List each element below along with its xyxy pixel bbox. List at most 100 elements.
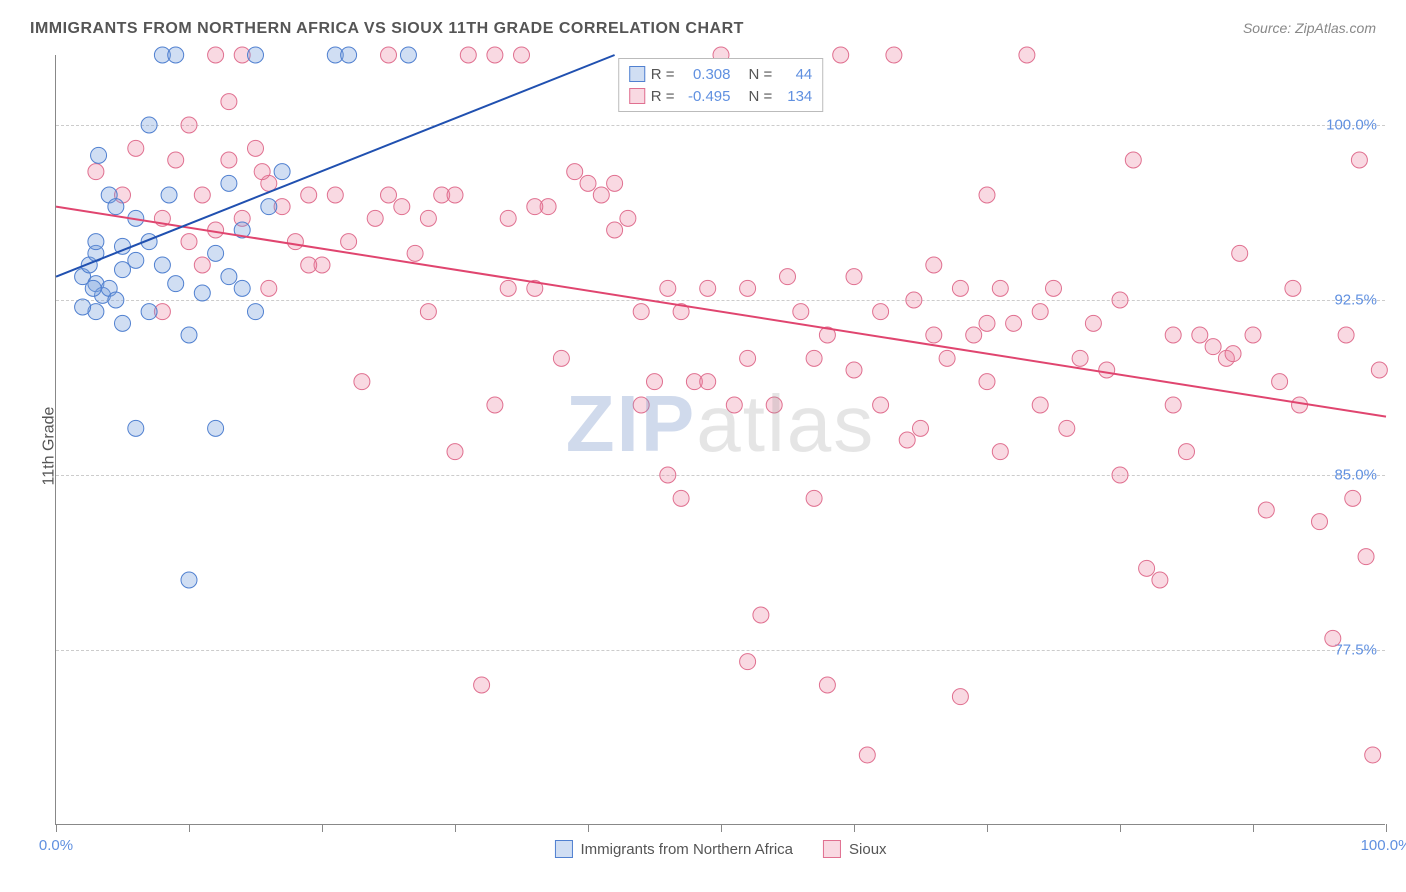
data-point-b	[88, 164, 104, 180]
data-point-b	[1165, 397, 1181, 413]
data-point-b	[1006, 315, 1022, 331]
data-point-b	[1032, 397, 1048, 413]
data-point-b	[181, 234, 197, 250]
data-point-b	[899, 432, 915, 448]
data-point-b	[633, 397, 649, 413]
data-point-a	[208, 245, 224, 261]
data-point-b	[992, 280, 1008, 296]
data-point-b	[580, 175, 596, 191]
data-point-b	[1272, 374, 1288, 390]
n-label: N =	[749, 66, 773, 83]
n-value: 134	[778, 88, 812, 105]
data-point-a	[141, 117, 157, 133]
regression-line-a	[56, 55, 615, 277]
data-point-b	[647, 374, 663, 390]
legend-item: Immigrants from Northern Africa	[554, 840, 793, 858]
data-point-b	[906, 292, 922, 308]
data-point-b	[474, 677, 490, 693]
chart-canvas	[56, 55, 1385, 824]
legend-stats-row: R =0.308N =44	[629, 63, 813, 85]
data-point-b	[1192, 327, 1208, 343]
data-point-b	[873, 397, 889, 413]
data-point-b	[607, 175, 623, 191]
data-point-b	[381, 47, 397, 63]
data-point-a	[181, 572, 197, 588]
legend-label: Sioux	[849, 841, 887, 858]
data-point-b	[301, 257, 317, 273]
data-point-b	[1019, 47, 1035, 63]
data-point-b	[248, 140, 264, 156]
x-tick	[455, 824, 456, 832]
data-point-b	[381, 187, 397, 203]
data-point-b	[447, 187, 463, 203]
data-point-b	[806, 350, 822, 366]
legend-swatch	[629, 66, 645, 82]
source-attribution: Source: ZipAtlas.com	[1243, 20, 1376, 36]
data-point-b	[886, 47, 902, 63]
data-point-b	[660, 467, 676, 483]
data-point-a	[341, 47, 357, 63]
data-point-b	[633, 304, 649, 320]
data-point-b	[1179, 444, 1195, 460]
data-point-b	[460, 47, 476, 63]
data-point-b	[766, 397, 782, 413]
data-point-b	[567, 164, 583, 180]
data-point-b	[1345, 490, 1361, 506]
r-label: R =	[651, 88, 675, 105]
data-point-b	[1365, 747, 1381, 763]
data-point-b	[1358, 549, 1374, 565]
data-point-b	[420, 210, 436, 226]
data-point-b	[913, 420, 929, 436]
data-point-b	[420, 304, 436, 320]
correlation-legend-box: R =0.308N =44R =-0.495N =134	[618, 58, 824, 112]
data-point-a	[161, 187, 177, 203]
x-tick	[322, 824, 323, 832]
data-point-b	[221, 152, 237, 168]
data-point-b	[1325, 630, 1341, 646]
data-point-b	[593, 187, 609, 203]
data-point-b	[1312, 514, 1328, 530]
data-point-a	[128, 252, 144, 268]
data-point-b	[1072, 350, 1088, 366]
data-point-a	[88, 234, 104, 250]
data-point-b	[966, 327, 982, 343]
x-tick	[1386, 824, 1387, 832]
data-point-b	[1085, 315, 1101, 331]
data-point-b	[1351, 152, 1367, 168]
data-point-b	[407, 245, 423, 261]
legend-stats-row: R =-0.495N =134	[629, 85, 813, 107]
data-point-b	[1112, 467, 1128, 483]
data-point-b	[620, 210, 636, 226]
data-point-b	[1152, 572, 1168, 588]
data-point-a	[154, 257, 170, 273]
x-tick	[721, 824, 722, 832]
x-tick-label: 0.0%	[39, 837, 73, 854]
x-tick	[1253, 824, 1254, 832]
data-point-b	[1245, 327, 1261, 343]
data-point-b	[926, 257, 942, 273]
data-point-b	[208, 47, 224, 63]
data-point-b	[952, 280, 968, 296]
legend-swatch	[629, 88, 645, 104]
data-point-a	[181, 327, 197, 343]
data-point-b	[394, 199, 410, 215]
data-point-b	[1046, 280, 1062, 296]
data-point-b	[287, 234, 303, 250]
data-point-b	[992, 444, 1008, 460]
data-point-b	[553, 350, 569, 366]
data-point-b	[254, 164, 270, 180]
data-point-b	[833, 47, 849, 63]
data-point-b	[1059, 420, 1075, 436]
data-point-a	[75, 299, 91, 315]
legend-swatch	[554, 840, 572, 858]
data-point-b	[500, 210, 516, 226]
data-point-a	[115, 262, 131, 278]
data-point-b	[1371, 362, 1387, 378]
data-point-a	[91, 147, 107, 163]
data-point-b	[367, 210, 383, 226]
data-point-a	[248, 47, 264, 63]
data-point-a	[221, 269, 237, 285]
n-value: 44	[778, 66, 812, 83]
data-point-b	[1099, 362, 1115, 378]
data-point-b	[726, 397, 742, 413]
